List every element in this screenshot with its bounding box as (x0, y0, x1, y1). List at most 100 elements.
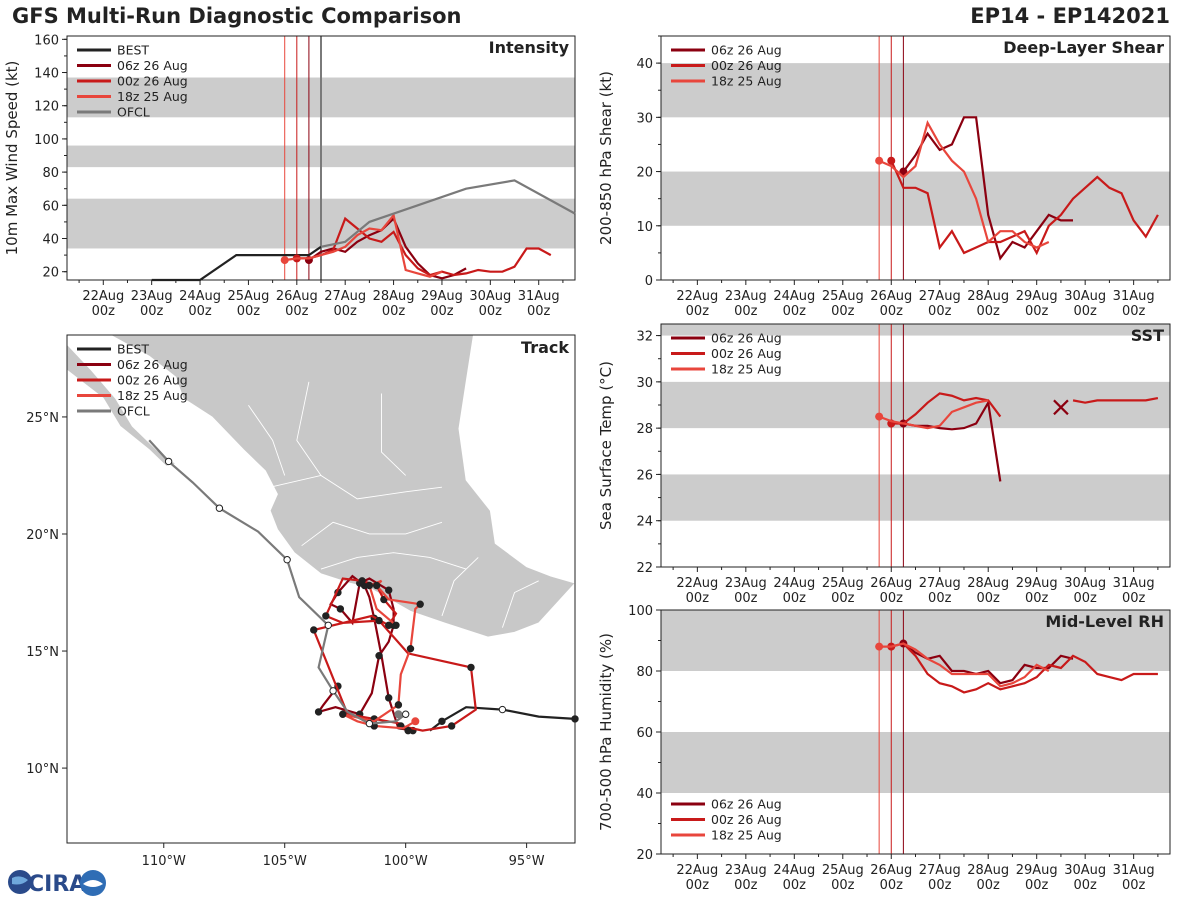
track-point (365, 719, 374, 728)
series-line (890, 160, 1159, 256)
cira-logo-graphic: CIRA (8, 870, 106, 897)
y-tick-label: 40 (636, 57, 653, 72)
x-tick-sublabel: 00z (382, 304, 406, 319)
series-start-point (280, 256, 289, 265)
y-tick-label: 140 (34, 67, 59, 82)
series-start-point (899, 167, 908, 176)
x-tick-sublabel: 00z (1122, 304, 1146, 319)
x-tick-sublabel: 00z (527, 304, 551, 319)
x-tick-label: 26Aug (870, 863, 912, 878)
y-tick-label: 28 (636, 422, 653, 437)
track-point (375, 616, 383, 625)
series-line (891, 642, 1158, 694)
x-tick-label: 22Aug (676, 863, 718, 878)
legend-label: OFCL (117, 404, 150, 419)
y-tick-label: 160 (34, 33, 59, 48)
x-tick-sublabel: 00z (880, 591, 904, 606)
track-point (324, 621, 332, 629)
x-tick-sublabel: 00z (92, 304, 116, 319)
logo-text: CIRA (28, 872, 86, 897)
x-tick-label: 29Aug (1016, 576, 1058, 591)
x-tick-label: 28Aug (373, 289, 415, 304)
y-tick-label: 40 (636, 787, 653, 802)
rh-chart: 2040608010022Aug00z23Aug00z24Aug00z25Aug… (597, 604, 1171, 893)
y-axis-label: 10m Max Wind Speed (kt) (3, 61, 21, 256)
plot-frame (66, 334, 576, 844)
x-tick-sublabel: 00z (1073, 878, 1097, 893)
x-tick-label: 110°W (142, 854, 186, 869)
x-tick-sublabel: 00z (1073, 304, 1097, 319)
x-tick-sublabel: 00z (880, 304, 904, 319)
x-tick-label: 25Aug (822, 863, 864, 878)
x-tick-label: 29Aug (421, 289, 463, 304)
legend-label: 18z 25 Aug (711, 74, 782, 89)
x-tick-sublabel: 00z (928, 591, 952, 606)
x-tick-sublabel: 00z (831, 591, 855, 606)
state-border (320, 552, 467, 570)
series-line (320, 179, 576, 248)
series-line (902, 116, 1073, 261)
x-tick-sublabel: 00z (430, 304, 454, 319)
panel-title: Mid-Level RH (1045, 612, 1164, 631)
state-border (296, 381, 322, 476)
x-tick-label: 31Aug (1113, 863, 1155, 878)
x-tick-sublabel: 00z (686, 304, 710, 319)
x-tick-sublabel: 00z (1025, 878, 1049, 893)
y-tick-label: 40 (42, 233, 59, 248)
x-tick-label: 25Aug (227, 289, 269, 304)
shaded-band (661, 732, 1170, 793)
y-axis-label: Sea Surface Temp (°C) (597, 361, 615, 530)
track-point (336, 605, 345, 613)
x-tick-label: 25Aug (822, 576, 864, 591)
track-point (329, 687, 337, 695)
shaded-band (661, 324, 1170, 336)
x-tick-sublabel: 00z (188, 304, 212, 319)
x-tick-label: 25Aug (822, 289, 864, 304)
x-tick-label: 31Aug (1113, 576, 1155, 591)
x-tick-label: 31Aug (518, 289, 560, 304)
legend-label: 06z 26 Aug (711, 331, 782, 346)
x-tick-sublabel: 00z (783, 878, 807, 893)
track-point (310, 626, 318, 634)
x-tick-label: 23Aug (725, 576, 767, 591)
track-point (394, 701, 403, 709)
y-tick-label: 32 (636, 330, 653, 345)
x-tick-label: 27Aug (919, 863, 961, 878)
series-line (879, 642, 1050, 688)
track-point (498, 705, 507, 714)
series-line (151, 245, 322, 282)
y-tick-label: 20 (636, 166, 653, 181)
legend-label: BEST (117, 342, 149, 357)
x-tick-label: 22Aug (676, 289, 718, 304)
track-line (148, 439, 407, 725)
y-tick-label: 80 (42, 166, 59, 181)
y-tick-label: 0 (645, 274, 653, 289)
legend-label: 06z 26 Aug (711, 43, 782, 58)
shear-chart: 01020304022Aug00z23Aug00z24Aug00z25Aug00… (597, 35, 1171, 319)
legend-label: BEST (117, 43, 149, 58)
track-point (215, 504, 224, 512)
x-tick-label: 100°W (384, 854, 428, 869)
track-point (375, 652, 383, 660)
track-point (380, 595, 388, 604)
y-tick-label: 30 (636, 111, 653, 126)
x-tick-sublabel: 00z (977, 878, 1001, 893)
y-tick-label: 10°N (26, 762, 59, 777)
cira-logo: CIRA (4, 866, 108, 898)
x-tick-label: 28Aug (967, 289, 1009, 304)
y-tick-label: 22 (636, 561, 653, 576)
x-tick-sublabel: 00z (734, 591, 758, 606)
x-tick-sublabel: 00z (1025, 591, 1049, 606)
x-tick-label: 30Aug (1064, 289, 1106, 304)
y-tick-label: 20°N (26, 528, 59, 543)
intensity-chart: 2040608010012014016022Aug00z23Aug00z24Au… (3, 33, 576, 319)
x-tick-label: 30Aug (1064, 863, 1106, 878)
track-point (314, 708, 323, 716)
series-start-point (875, 412, 884, 421)
series-line (284, 212, 443, 278)
x-tick-label: 23Aug (725, 863, 767, 878)
x-tick-sublabel: 00z (928, 878, 952, 893)
x-tick-label: 29Aug (1016, 289, 1058, 304)
y-tick-label: 15°N (26, 645, 59, 660)
legend-label: 06z 26 Aug (711, 797, 782, 812)
